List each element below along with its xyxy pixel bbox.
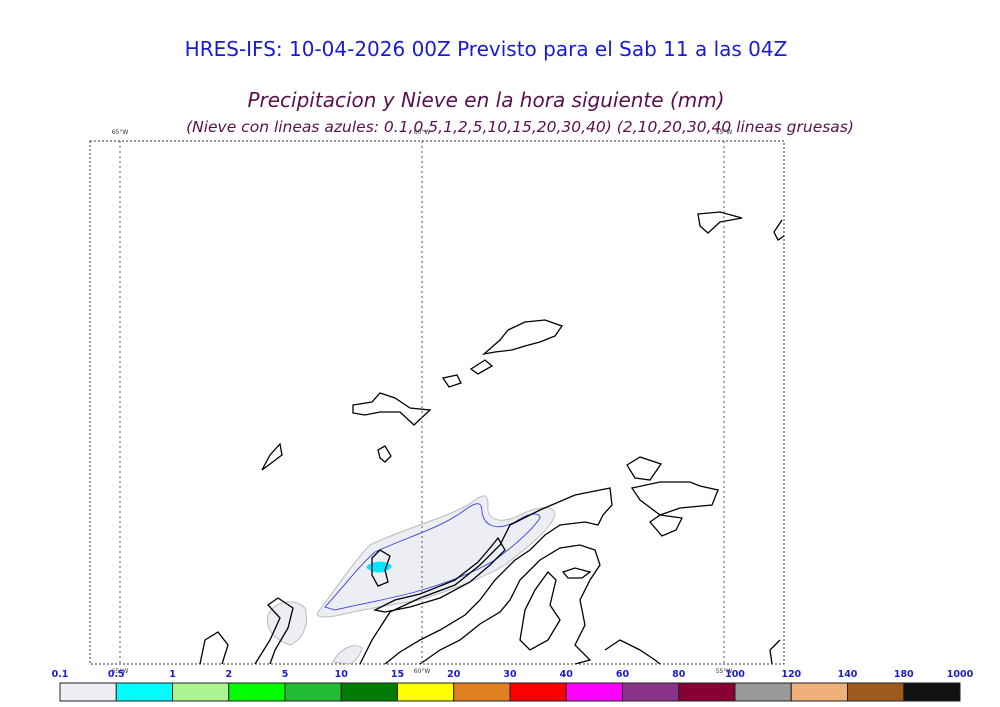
meridian-label: 60°W (414, 668, 431, 675)
color-label: 180 (894, 669, 914, 680)
coastline (469, 359, 494, 375)
color-label: 100 (725, 669, 745, 680)
color-box (565, 682, 623, 702)
color-box (115, 682, 173, 702)
color-box (59, 682, 117, 702)
coastline (419, 544, 601, 665)
coastline (626, 456, 663, 481)
color-label: 0.1 (52, 669, 69, 680)
coastline (697, 211, 743, 234)
coastline (604, 639, 661, 665)
color-box (340, 682, 398, 702)
coastline (359, 487, 613, 665)
coastline (199, 631, 229, 665)
color-label: 80 (672, 669, 686, 680)
note: (Nieve con lineas azules: 0.1,0.5,1,2,5,… (186, 118, 854, 136)
color-box (734, 682, 792, 702)
title: HRES-IFS: 10-04-2026 00Z Previsto para e… (185, 37, 788, 61)
color-box (172, 682, 230, 702)
meridian-label: 65°W (112, 668, 129, 675)
coastline (481, 319, 564, 356)
meridian-label: 55°W (716, 129, 733, 136)
color-box (228, 682, 286, 702)
color-box (397, 682, 455, 702)
color-label: 5 (282, 669, 289, 680)
color-label: 120 (781, 669, 801, 680)
color-label: 30 (503, 669, 517, 680)
coastline (769, 639, 781, 665)
color-box (903, 682, 961, 702)
coastline (519, 571, 561, 651)
color-box (453, 682, 511, 702)
color-label: 140 (838, 669, 858, 680)
color-box (790, 682, 848, 702)
coastline (649, 514, 683, 537)
color-label: 40 (560, 669, 574, 680)
coastline (377, 445, 392, 463)
coastline (261, 442, 283, 471)
color-box (284, 682, 342, 702)
color-box (509, 682, 567, 702)
coastline (630, 481, 719, 516)
color-label: 10 (335, 669, 349, 680)
meridian-label: 55°W (716, 668, 733, 675)
coastline (441, 374, 462, 388)
color-box (622, 682, 680, 702)
coastline (254, 597, 294, 665)
color-label: 1 (169, 669, 176, 680)
precip-area (332, 645, 363, 665)
color-label: 20 (447, 669, 461, 680)
meridian-label: 65°W (112, 129, 129, 136)
meridians: 65°W 65°W 60°W 60°W 55°W 55°W (112, 129, 733, 675)
subtitle: Precipitacion y Nieve en la hora siguien… (247, 88, 724, 112)
coastline (371, 549, 391, 587)
coastline (373, 536, 506, 613)
color-label: 2 (225, 669, 232, 680)
map: 65°W 65°W 60°W 60°W 55°W 55°W (89, 129, 785, 675)
color-box (847, 682, 905, 702)
color-label: 60 (616, 669, 630, 680)
colorbar: 0.1 0.5 1 2 5 10 15 20 30 40 60 80 100 120 140 180 1000 (52, 669, 974, 702)
color-box (678, 682, 736, 702)
coastline (773, 219, 785, 241)
meridian-label: 60°W (414, 129, 431, 136)
color-label: 0.5 (108, 669, 125, 680)
color-label: 15 (391, 669, 404, 680)
color-label: 1000 (947, 669, 974, 680)
coastline (561, 567, 592, 579)
